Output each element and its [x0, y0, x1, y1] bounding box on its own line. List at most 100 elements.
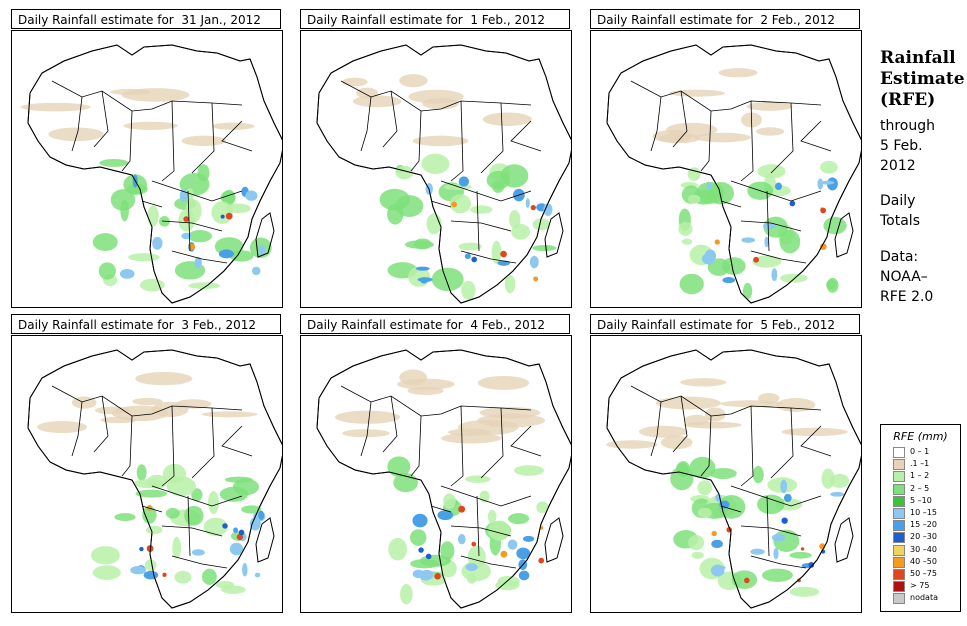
rain-area: [687, 167, 701, 181]
rain-area: [488, 520, 511, 541]
rain-area: [819, 243, 827, 250]
rain-area: [258, 244, 266, 256]
rain-area: [500, 250, 507, 258]
country-border: [766, 495, 770, 557]
rain-area: [538, 557, 545, 564]
rain-area: [202, 568, 217, 585]
rain-area: [145, 525, 163, 535]
rain-area: [789, 551, 812, 559]
rain-area: [335, 410, 401, 424]
country-border: [770, 407, 794, 479]
country-border: [672, 90, 688, 148]
rain-area: [821, 468, 835, 489]
rain-area: [425, 553, 432, 560]
country-border: [510, 425, 542, 457]
rain-area: [136, 464, 147, 481]
rain-area: [147, 205, 159, 227]
rain-area: [714, 239, 720, 245]
coastline: [27, 44, 282, 304]
rain-area: [197, 164, 210, 182]
map-panel-feb4: Daily Rainfall estimate for 4 Feb., 2012: [300, 314, 572, 614]
rain-area: [529, 255, 539, 269]
rain-area: [704, 407, 726, 422]
panel-title: Daily Rainfall estimate for 5 Feb., 2012: [590, 314, 860, 334]
rain-area: [820, 207, 827, 214]
rain-area: [744, 577, 750, 584]
rain-area: [829, 473, 850, 488]
totals-line: Totals: [880, 213, 920, 229]
rain-area: [763, 216, 788, 238]
rain-area: [188, 282, 220, 290]
rain-area: [532, 218, 550, 231]
country-border: [121, 415, 133, 477]
rain-area: [218, 249, 234, 259]
rain-area: [342, 429, 390, 438]
africa-map: [606, 349, 861, 609]
country-border: [440, 180, 532, 202]
rain-area: [773, 548, 779, 560]
rain-area: [684, 414, 709, 426]
rain-area: [91, 546, 120, 565]
panel-title: Daily Rainfall estimate for 31 Jan., 201…: [11, 9, 281, 29]
rain-area: [678, 221, 693, 236]
rain-area: [779, 273, 808, 283]
date-line: 5 Feb.: [880, 138, 923, 154]
rain-area: [697, 480, 713, 496]
country-border: [161, 220, 223, 232]
rain-area: [181, 135, 227, 147]
rain-area: [776, 398, 816, 412]
panel-title: Daily Rainfall estimate for 4 Feb., 2012: [300, 314, 570, 334]
rain-area: [92, 565, 121, 580]
rainfall-map: [300, 335, 572, 613]
rain-area: [165, 507, 180, 519]
rain-area: [410, 529, 427, 546]
rain-area: [808, 562, 815, 568]
rain-area: [461, 561, 491, 582]
rain-area: [746, 102, 793, 111]
coastline: [606, 44, 861, 304]
rain-area: [144, 559, 157, 572]
legend-swatch: [893, 508, 905, 519]
rain-area: [688, 535, 705, 551]
country-border: [141, 505, 163, 513]
product-title: Rainfall Estimate (RFE): [880, 48, 965, 111]
country-border: [460, 250, 517, 264]
legend-title: RFE (mm): [893, 430, 948, 443]
rain-area: [220, 214, 225, 219]
data-label: Data:: [880, 249, 919, 265]
rain-area: [741, 237, 756, 243]
rain-area: [443, 493, 456, 510]
coastline: [27, 349, 282, 609]
country-border: [460, 555, 517, 569]
country-border: [750, 555, 807, 569]
rain-area: [780, 479, 788, 494]
country-border: [410, 415, 422, 477]
country-border: [187, 190, 191, 252]
africa-map: [20, 44, 282, 304]
rain-area: [771, 268, 778, 282]
rain-area: [98, 262, 116, 280]
madagascar-outline: [544, 517, 564, 563]
rain-area: [753, 256, 759, 263]
rain-area: [718, 68, 758, 78]
rain-area: [132, 397, 163, 406]
rain-area: [388, 537, 408, 561]
rain-area: [242, 563, 248, 577]
rain-area: [763, 222, 776, 230]
rain-area: [130, 566, 147, 575]
rain-area: [655, 396, 721, 410]
rain-area: [181, 232, 192, 240]
country-border: [51, 80, 243, 112]
country-border: [450, 220, 512, 232]
country-border: [151, 180, 243, 202]
rain-area: [461, 280, 476, 300]
legend-swatch: [893, 520, 905, 532]
country-border: [450, 100, 464, 182]
country-border: [221, 425, 253, 457]
country-border: [71, 401, 83, 457]
panel-title: Daily Rainfall estimate for 3 Feb., 2012: [11, 314, 281, 334]
product-title-line: Rainfall: [880, 48, 956, 68]
legend-swatch: [893, 495, 905, 507]
rain-area: [99, 158, 129, 167]
rain-area: [477, 375, 530, 390]
